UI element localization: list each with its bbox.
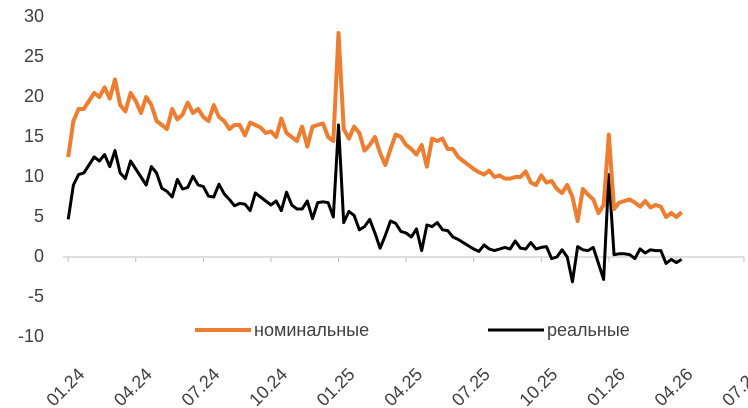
- x-tick-label: 07.24: [178, 364, 224, 408]
- x-tick-label: 10.24: [245, 364, 291, 408]
- y-tick-label: -10: [18, 326, 44, 346]
- y-tick-label: 15: [24, 126, 44, 146]
- series-line: [66, 31, 683, 223]
- x-tick-label: 01.25: [313, 364, 359, 408]
- x-tick-label: 04.25: [380, 364, 426, 408]
- y-tick-label: 10: [24, 166, 44, 186]
- y-tick-label: 25: [24, 46, 44, 66]
- x-tick-label: 01.26: [583, 364, 629, 408]
- x-tick-label: 04.26: [651, 364, 697, 408]
- y-tick-label: -5: [28, 286, 44, 306]
- legend-label: номинальные: [254, 320, 369, 340]
- x-tick-label: 10.25: [515, 364, 561, 408]
- x-tick-label: 07.25: [448, 364, 494, 408]
- x-tick-label: 04.24: [110, 364, 156, 408]
- series-line: [66, 123, 683, 284]
- y-tick-label: 0: [34, 246, 44, 266]
- x-tick-label: 07.26: [718, 364, 748, 408]
- legend-label: реальные: [547, 320, 630, 340]
- y-tick-label: 20: [24, 86, 44, 106]
- y-tick-label: 5: [34, 206, 44, 226]
- x-tick-label: 01.24: [42, 364, 88, 408]
- y-tick-label: 30: [24, 6, 44, 26]
